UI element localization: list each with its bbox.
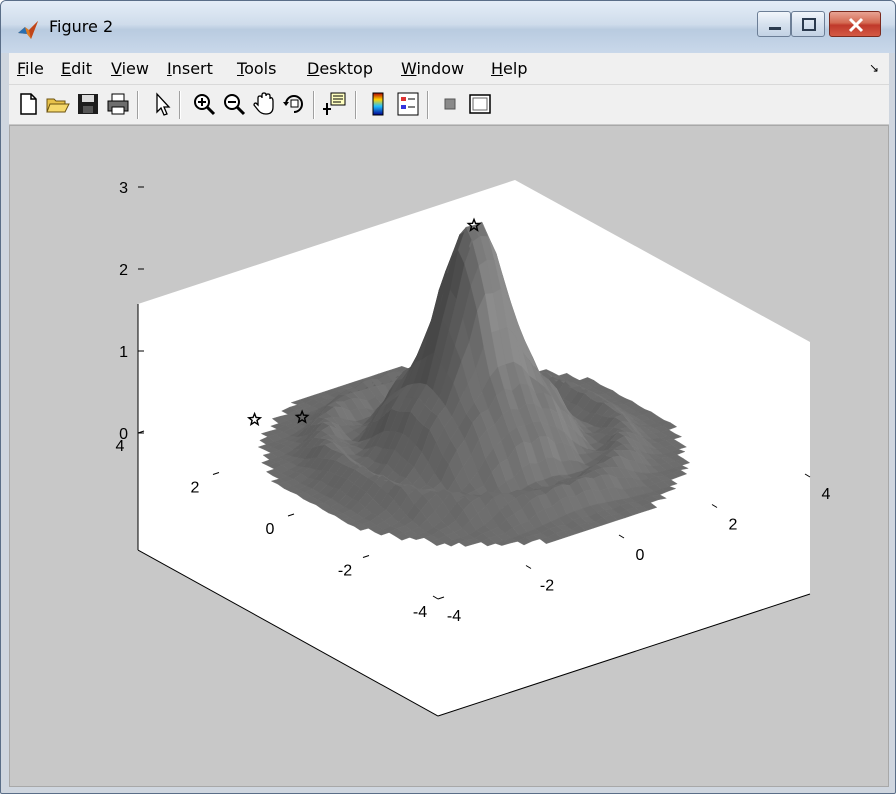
menu-view[interactable]: View	[111, 59, 149, 78]
z-tick-label: 0	[119, 426, 128, 443]
menu-window[interactable]: Window	[401, 59, 465, 78]
x-tick-label: -4	[447, 608, 461, 625]
z-tick-label: 3	[119, 180, 128, 197]
surface-patch	[651, 494, 667, 501]
open-file-icon[interactable]	[45, 91, 71, 117]
toolbar-separator	[313, 91, 315, 119]
zoom-out-icon[interactable]	[221, 91, 247, 117]
menu-edit[interactable]: Edit	[61, 59, 92, 78]
menu-insert[interactable]: Insert	[167, 59, 213, 78]
surface-patch	[662, 479, 678, 487]
figure-canvas: 0 1 2 3 -4 -2 0 2 4 -4 -2 0 2 4	[9, 125, 889, 787]
toolbar-separator	[137, 91, 139, 119]
show-plot-tools-icon[interactable]	[467, 91, 493, 117]
star-marker	[246, 411, 263, 427]
title-bar[interactable]: Figure 2	[1, 1, 895, 53]
surface-patch	[660, 486, 677, 492]
pan-hand-icon[interactable]	[251, 91, 277, 117]
star-marker	[466, 217, 482, 232]
hide-plot-tools-icon[interactable]	[437, 91, 463, 117]
maximize-icon	[802, 18, 816, 31]
surface-mesh	[257, 221, 691, 547]
surface-patch	[674, 458, 691, 466]
tick-mark	[525, 565, 532, 569]
y-tick-label: -2	[338, 563, 352, 580]
tick-mark	[137, 430, 145, 434]
matlab-logo-icon	[18, 21, 38, 39]
surface-patch	[661, 422, 678, 431]
figure-toolbar	[9, 85, 889, 125]
surface-plot[interactable]: 0 1 2 3 -4 -2 0 2 4 -4 -2 0 2 4	[10, 126, 890, 788]
tick-mark	[804, 473, 811, 478]
surface-patch	[671, 469, 688, 478]
axis-ticks: 0 1 2 3 -4 -2 0 2 4 -4 -2 0 2 4	[116, 180, 831, 625]
tick-mark	[711, 504, 718, 508]
menu-file[interactable]: File	[17, 59, 44, 78]
tick-mark	[618, 534, 625, 539]
surface-patch	[642, 502, 658, 511]
x-tick-label: 2	[729, 517, 738, 534]
menu-tools[interactable]: Tools	[237, 59, 277, 78]
y-tick-label: 0	[266, 521, 275, 538]
y-tick-label: -4	[413, 604, 427, 621]
tick-mark	[212, 472, 220, 475]
z-tick-label: 1	[119, 344, 128, 361]
insert-colorbar-icon[interactable]	[365, 91, 391, 117]
menu-bar: File Edit View Insert Tools Desktop Wind…	[9, 53, 889, 85]
minimize-button[interactable]	[757, 11, 791, 37]
surface-patch	[670, 449, 686, 455]
save-icon[interactable]	[75, 91, 101, 117]
y-tick-label: 4	[116, 438, 125, 455]
y-tick-label: 2	[191, 480, 200, 497]
surface-patch	[671, 442, 687, 450]
data-cursor-icon[interactable]	[323, 91, 349, 117]
maximize-button[interactable]	[791, 11, 825, 37]
new-figure-icon[interactable]	[15, 91, 41, 117]
tick-mark	[362, 555, 370, 558]
tick-mark	[432, 595, 439, 600]
x-tick-label: -2	[540, 578, 554, 595]
zoom-in-icon[interactable]	[191, 91, 217, 117]
menu-desktop[interactable]: Desktop	[307, 59, 373, 78]
z-tick-label: 2	[119, 262, 128, 279]
tick-mark	[437, 596, 445, 600]
x-tick-label: 0	[636, 547, 645, 564]
close-button[interactable]	[829, 11, 881, 37]
y-axis-line	[137, 549, 439, 717]
dock-figure-icon[interactable]: ↘	[868, 61, 879, 75]
toolbar-separator	[427, 91, 429, 119]
toolbar-separator	[179, 91, 181, 119]
rotate-3d-icon[interactable]	[281, 91, 307, 117]
star-marker	[294, 409, 310, 424]
window-title: Figure 2	[49, 17, 114, 36]
surface-patch	[673, 465, 689, 471]
minimize-icon	[769, 27, 781, 30]
close-icon	[848, 17, 864, 33]
x-axis-line	[437, 593, 811, 717]
edit-plot-arrow-icon[interactable]	[149, 91, 175, 117]
star-markers	[246, 217, 482, 427]
surface-patch	[666, 433, 683, 440]
print-icon[interactable]	[105, 91, 131, 117]
menu-help[interactable]: Help	[491, 59, 528, 78]
toolbar-separator	[355, 91, 357, 119]
tick-mark	[287, 513, 295, 517]
x-tick-label: 4	[822, 486, 831, 503]
insert-legend-icon[interactable]	[395, 91, 421, 117]
